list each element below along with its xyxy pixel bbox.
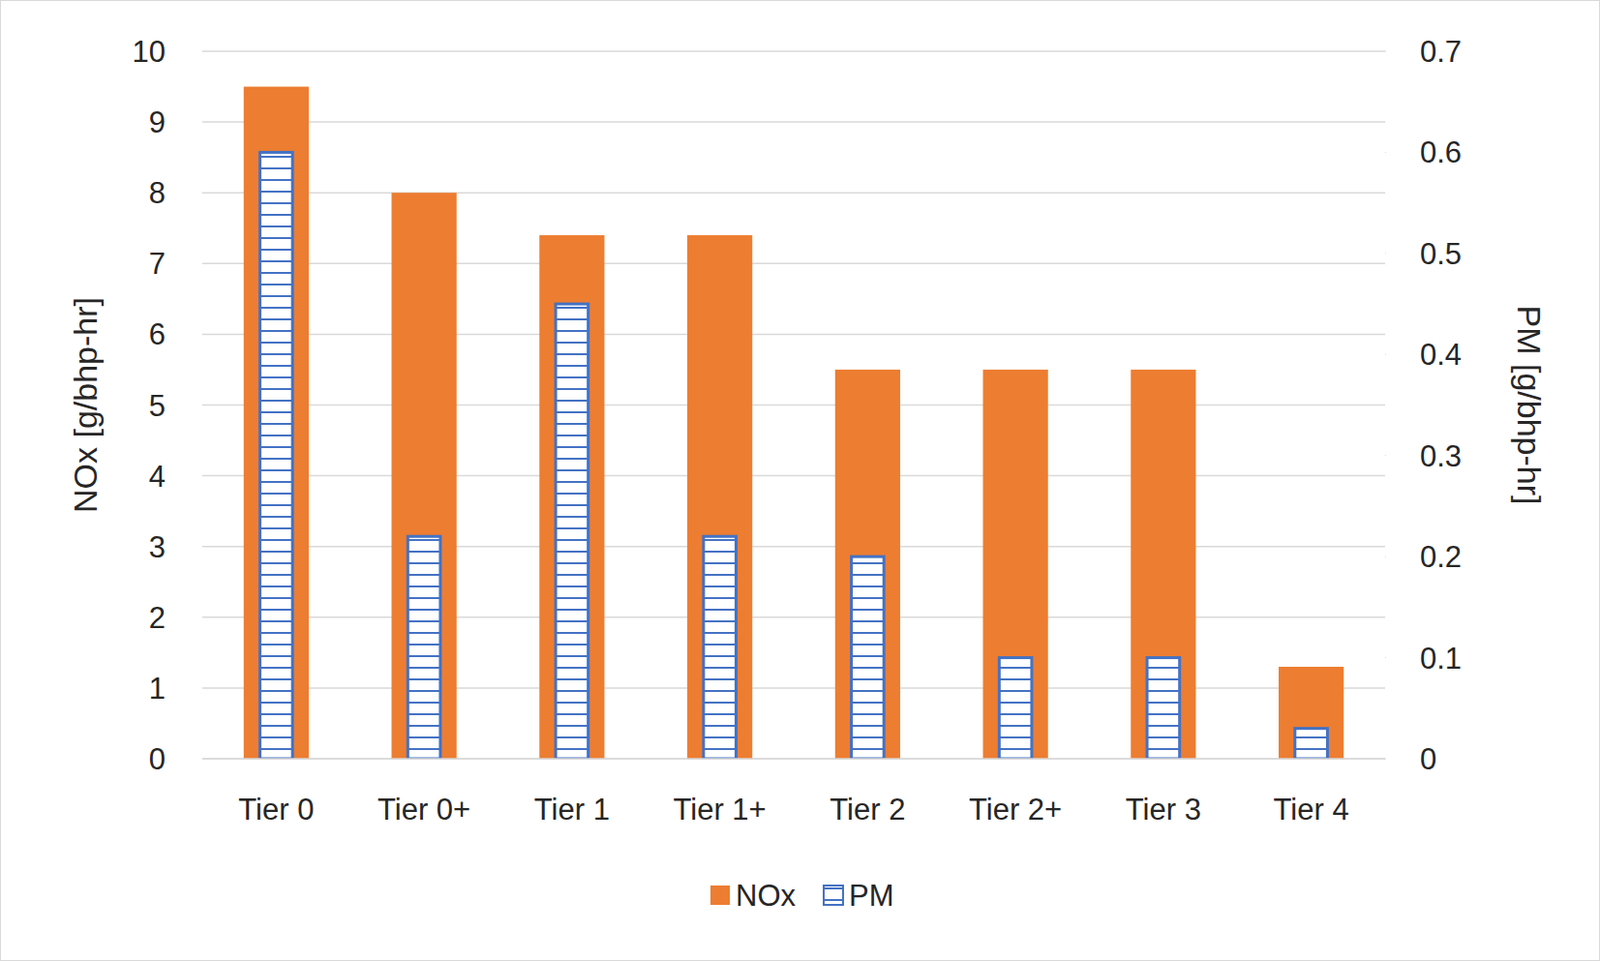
frame bbox=[0, 0, 1600, 961]
bars bbox=[243, 87, 1344, 759]
y-tick-label: 4 bbox=[149, 459, 166, 494]
bar bbox=[1295, 728, 1329, 759]
bar bbox=[687, 235, 753, 759]
x-tick-label: Tier 0 bbox=[238, 792, 314, 827]
y2-tick-label: 0.3 bbox=[1419, 439, 1462, 474]
bar bbox=[555, 303, 589, 759]
grid-line bbox=[202, 263, 1386, 266]
legend-swatch bbox=[710, 885, 730, 906]
legend-label: NOx bbox=[735, 878, 797, 913]
bar bbox=[983, 369, 1049, 759]
y2-tick-label: 0.2 bbox=[1419, 540, 1462, 574]
y-tick-label: 7 bbox=[149, 246, 166, 281]
bar bbox=[392, 192, 457, 759]
bar bbox=[1278, 666, 1344, 759]
grid-line bbox=[202, 50, 1386, 53]
bar bbox=[243, 87, 309, 759]
y2-tick-label: 0.1 bbox=[1419, 641, 1462, 676]
bar bbox=[1147, 658, 1180, 759]
x-tick-label: Tier 4 bbox=[1273, 792, 1350, 827]
y2-tick bbox=[1385, 354, 1387, 356]
y-tick-label: 1 bbox=[149, 671, 166, 706]
y-tick-label: 6 bbox=[149, 317, 166, 352]
x-tick-label: Tier 3 bbox=[1125, 792, 1202, 827]
x-axis-line bbox=[202, 757, 1386, 760]
bar bbox=[1130, 369, 1196, 759]
grid-line bbox=[202, 757, 1386, 760]
bar bbox=[407, 536, 441, 759]
y-axis-title: NOx [g/bhp-hr] bbox=[66, 297, 104, 514]
bar bbox=[835, 369, 901, 759]
y2-tick bbox=[1385, 556, 1387, 558]
x-tick-label: Tier 2+ bbox=[968, 792, 1062, 827]
x-tick-label: Tier 1+ bbox=[673, 792, 767, 827]
grid-line bbox=[202, 545, 1386, 548]
y-tick-label: 5 bbox=[149, 389, 166, 423]
bar bbox=[260, 151, 294, 759]
y-tick-label: 9 bbox=[149, 105, 166, 140]
y2-tick-label: 0.7 bbox=[1419, 34, 1462, 69]
y2-tick bbox=[1385, 51, 1387, 53]
y-tick-label: 10 bbox=[132, 34, 166, 69]
y2-tick-label: 0.5 bbox=[1419, 237, 1462, 272]
grid-line bbox=[202, 687, 1386, 690]
bar bbox=[998, 658, 1032, 759]
bar bbox=[539, 235, 604, 759]
y2-tick bbox=[1385, 454, 1387, 456]
grid-line bbox=[202, 120, 1386, 123]
legend-label: PM bbox=[848, 878, 895, 913]
y2-tick bbox=[1385, 758, 1387, 760]
x-tick-label: Tier 2 bbox=[829, 792, 906, 827]
legend-swatch bbox=[823, 885, 844, 906]
grid-line bbox=[202, 333, 1386, 336]
bar bbox=[703, 536, 737, 759]
legend: NOx PM bbox=[710, 878, 895, 913]
y2-tick-label: 0.6 bbox=[1419, 135, 1462, 170]
y2-axis-title: PM [g/bhp-hr] bbox=[1510, 305, 1548, 506]
x-tick-label: Tier 0+ bbox=[377, 792, 471, 827]
grid-line bbox=[202, 475, 1386, 478]
y2-tick bbox=[1385, 657, 1387, 659]
grid-line bbox=[202, 191, 1386, 194]
y2-tick bbox=[1385, 252, 1387, 254]
y-tick-label: 3 bbox=[149, 530, 166, 565]
bar bbox=[851, 556, 885, 759]
y2-tick bbox=[1385, 151, 1387, 153]
y-tick-label: 0 bbox=[149, 742, 166, 777]
grid-line bbox=[202, 616, 1386, 619]
y-tick-label: 2 bbox=[149, 601, 166, 635]
x-tick-label: Tier 1 bbox=[534, 792, 610, 827]
y-tick-label: 8 bbox=[149, 176, 166, 211]
chart: 0 1 2 3 4 5 6 7 8 9 10 0 0.1 0.2 0.3 0.4 0.5 0.6 0.7 NOx [g… bbox=[0, 0, 1600, 961]
y2-tick-label: 0.4 bbox=[1419, 337, 1462, 372]
grid-line bbox=[202, 404, 1386, 407]
y2-tick-label: 0 bbox=[1419, 742, 1437, 777]
